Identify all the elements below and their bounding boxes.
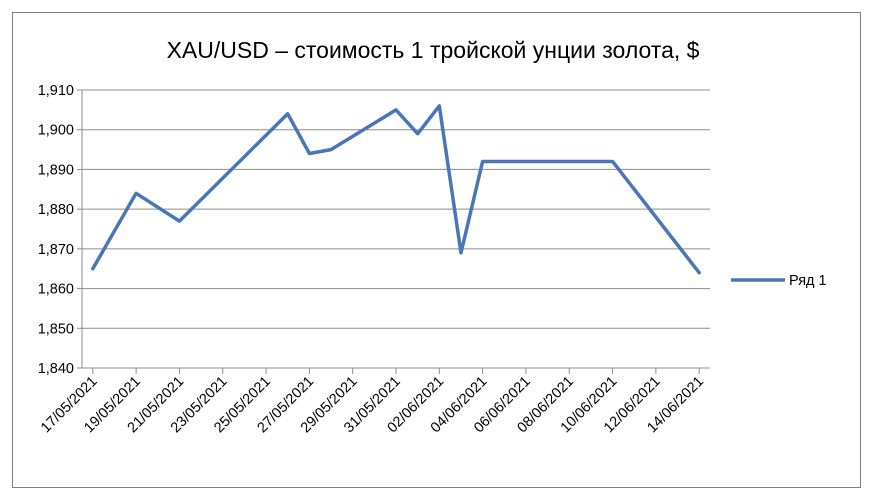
data-point [329, 148, 333, 151]
x-axis-labels: 17/05/202119/05/202121/05/202123/05/2021… [38, 374, 707, 437]
data-point [459, 251, 463, 255]
data-point [481, 160, 484, 163]
series-line [91, 104, 701, 275]
chart-title: XAU/USD – стоимость 1 тройской унции зол… [167, 37, 700, 63]
y-tick-label: 1,850 [38, 321, 74, 337]
y-axis-labels: 1,840 1,850 1,860 1,870 1,880 1,890 1,900 1,910 [38, 83, 74, 377]
data-point [286, 112, 289, 116]
y-tick-label: 1,870 [38, 242, 74, 258]
y-tick-label: 1,880 [38, 202, 74, 218]
data-point [91, 267, 95, 270]
data-point [611, 160, 614, 163]
series-lines [91, 104, 701, 275]
data-point [308, 152, 311, 155]
axes [77, 89, 710, 374]
grid-lines [82, 89, 710, 369]
legend-label: Ряд 1 [789, 273, 827, 289]
data-point [394, 108, 398, 112]
data-point [178, 219, 181, 223]
data-point [697, 271, 701, 274]
y-tick-label: 1,890 [38, 162, 74, 178]
data-point [416, 132, 419, 135]
y-tick-label: 1,900 [38, 123, 74, 139]
chart-area: XAU/USD – стоимость 1 тройской унции зол… [12, 12, 861, 488]
y-tick-label: 1,910 [38, 83, 74, 99]
line-chart: XAU/USD – стоимость 1 тройской унции зол… [38, 37, 827, 437]
y-tick-label: 1,860 [38, 282, 74, 298]
legend: Ряд 1 [731, 273, 827, 289]
data-point [438, 104, 441, 108]
y-tick-label: 1,840 [38, 361, 74, 377]
data-point [134, 192, 138, 195]
